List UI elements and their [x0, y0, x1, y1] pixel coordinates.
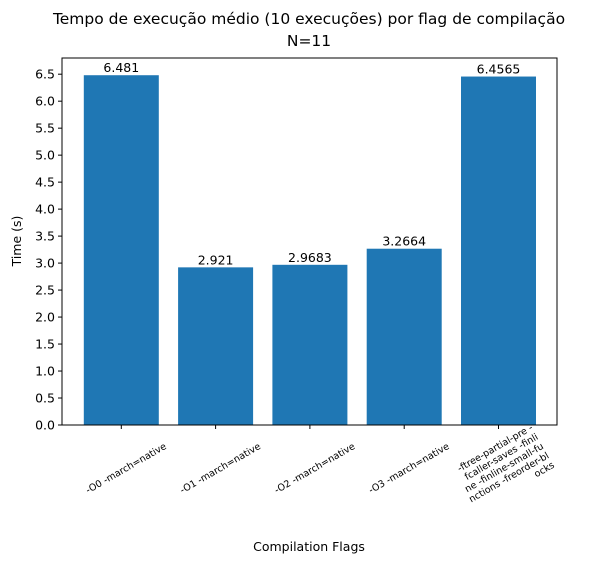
y-tick-label: 1.0 [35, 364, 55, 379]
bar-value-label: 6.4565 [477, 62, 521, 77]
x-tick-label-line: -O3 -march=native [367, 441, 452, 496]
plot-frame [61, 57, 558, 426]
y-tick-label: 6.0 [35, 94, 55, 109]
x-tick-label-line: -O1 -march=native [178, 441, 263, 496]
bar-value-label: 2.9683 [288, 250, 332, 265]
bar [83, 75, 159, 426]
y-tick-label: 6.5 [35, 67, 55, 82]
bar [366, 248, 442, 425]
y-tick-label: 2.5 [35, 283, 55, 298]
bar-value-label: 3.2664 [382, 234, 426, 249]
x-tick-label: -O0 -march=native [84, 441, 169, 496]
y-tick-label: 0.5 [35, 391, 55, 406]
bar [178, 267, 254, 425]
y-tick-label: 3.0 [35, 256, 55, 271]
bar-value-label: 6.481 [103, 60, 139, 75]
x-tick-label: -O2 -march=native [273, 441, 358, 496]
chart-subtitle: N=11 [287, 32, 331, 50]
chart-title: Tempo de execução médio (10 execuções) p… [52, 10, 565, 28]
x-tick-label: -O1 -march=native [178, 441, 263, 496]
bar [461, 76, 536, 426]
y-tick-label: 0.0 [35, 418, 55, 433]
x-tick-label-line: -O2 -march=native [273, 441, 358, 496]
y-tick-label: 5.0 [35, 148, 55, 163]
y-axis-label: Time (s) [9, 216, 24, 268]
x-tick-label-line: -O0 -march=native [84, 441, 169, 496]
x-axis-label: Compilation Flags [253, 539, 365, 554]
y-tick-label: 4.5 [35, 175, 55, 190]
bar-value-label: 2.921 [198, 252, 234, 267]
y-tick-label: 4.0 [35, 202, 55, 217]
x-tick-label: -O3 -march=native [367, 441, 452, 496]
bar [272, 264, 348, 425]
y-tick-label: 3.5 [35, 229, 55, 244]
y-tick-label: 2.0 [35, 310, 55, 325]
y-tick-label: 1.5 [35, 337, 55, 352]
plot-area: 0.0 0.5 1.0 1.5 2.0 2.5 3.0 3.5 4.0 4.5 5.0 5.5 6.0 6… [35, 60, 557, 505]
y-tick-label: 5.5 [35, 121, 55, 136]
x-tick-label: -ftree-partial-pre -fcaller-saves -finli… [456, 422, 557, 505]
